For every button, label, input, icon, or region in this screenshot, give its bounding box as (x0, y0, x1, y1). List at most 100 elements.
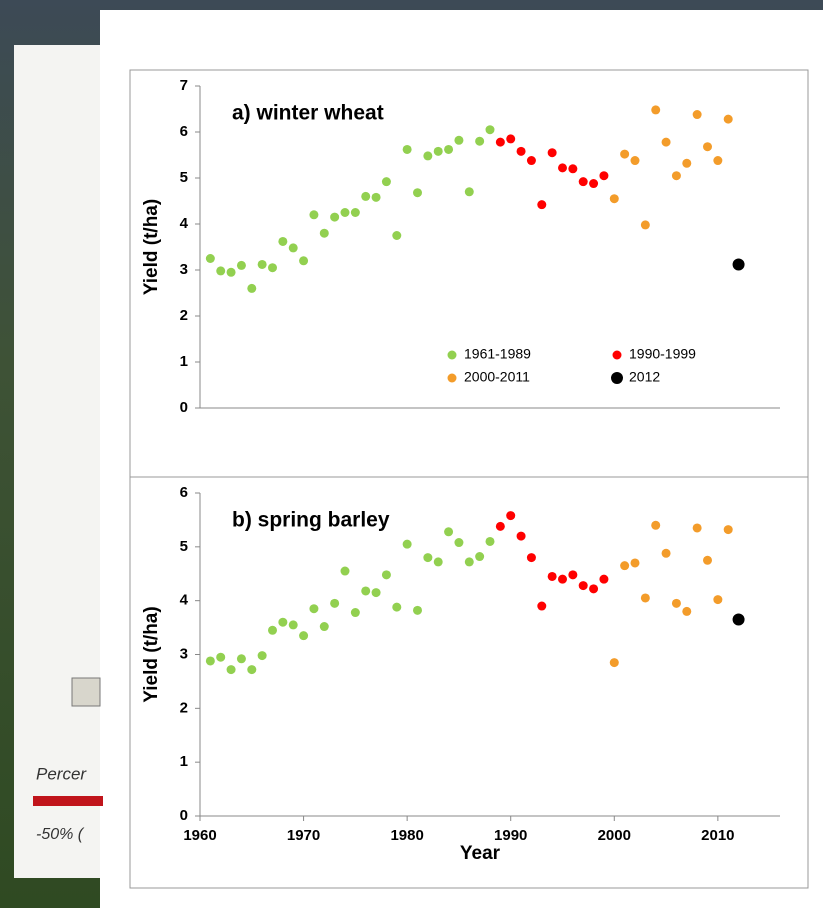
point (288, 620, 298, 630)
point (630, 558, 640, 568)
point (526, 553, 536, 563)
point (620, 149, 630, 159)
x-tick-label: 1980 (390, 827, 423, 844)
point (651, 105, 661, 115)
point (216, 652, 226, 662)
point (350, 208, 360, 217)
point (713, 156, 723, 166)
x-tick-label: 1990 (494, 827, 527, 844)
point (661, 548, 671, 558)
point (268, 263, 277, 273)
point (392, 602, 402, 612)
point (381, 570, 391, 580)
point (413, 605, 422, 615)
y-tick-label: 1 (180, 753, 188, 770)
point (330, 598, 340, 608)
point (309, 210, 319, 220)
y-tick-label: 5 (180, 538, 188, 555)
point (340, 566, 350, 576)
point (278, 617, 288, 627)
point (732, 258, 745, 271)
point (392, 231, 402, 240)
point (599, 574, 609, 584)
legend-label: 1961-1989 (464, 346, 531, 362)
point (371, 588, 381, 598)
point (433, 557, 443, 567)
point (485, 125, 495, 135)
point (433, 146, 443, 156)
point (423, 553, 433, 563)
point (682, 158, 692, 168)
point (692, 523, 702, 533)
point (361, 191, 371, 201)
point (454, 135, 464, 145)
point (703, 142, 712, 152)
point (703, 555, 712, 565)
legend-marker (447, 373, 457, 383)
legend-marker (612, 350, 622, 360)
point (506, 511, 516, 521)
y-tick-label: 7 (180, 77, 188, 94)
point (671, 171, 681, 181)
point (578, 177, 588, 187)
point (723, 525, 733, 535)
chart-frame (129, 69, 809, 889)
point (402, 539, 412, 549)
point (495, 137, 505, 147)
y-tick-label: 2 (180, 699, 188, 716)
point (640, 593, 650, 603)
y-tick-label: 6 (180, 484, 188, 501)
point (661, 137, 671, 147)
point (620, 561, 630, 571)
point (485, 536, 495, 546)
point (651, 520, 661, 530)
point (558, 163, 567, 173)
color-bar (33, 796, 103, 806)
point (319, 228, 329, 238)
panel-text: Percer (36, 764, 87, 783)
point (257, 259, 267, 269)
y-tick-label: 4 (180, 592, 189, 609)
x-tick-label: 1960 (183, 827, 216, 844)
point (257, 651, 267, 661)
chart-title: a) winter wheat (232, 102, 384, 125)
point (537, 601, 547, 611)
point (247, 283, 257, 293)
y-tick-label: 0 (180, 399, 188, 416)
point (330, 212, 340, 222)
point (236, 654, 246, 664)
point (558, 574, 567, 584)
legend-marker (611, 372, 623, 384)
point (506, 134, 516, 144)
x-axis-label: Year (460, 843, 501, 864)
y-axis-label: Yield (t/ha) (141, 199, 162, 295)
point (516, 531, 526, 541)
point (247, 665, 257, 675)
point (464, 187, 474, 197)
point (299, 631, 309, 641)
point (268, 625, 277, 635)
point (609, 658, 619, 668)
legend-label: 1990-1999 (629, 346, 696, 362)
y-tick-label: 4 (180, 215, 189, 232)
point (599, 171, 609, 181)
point (713, 595, 723, 605)
point (589, 584, 599, 594)
point (299, 256, 309, 266)
point (402, 144, 412, 154)
point (682, 606, 692, 616)
point (413, 188, 422, 198)
point (278, 236, 288, 246)
y-tick-label: 3 (180, 645, 188, 662)
point (371, 192, 381, 202)
legend-label: 2000-2011 (464, 369, 530, 385)
point (423, 151, 433, 161)
point (309, 604, 319, 614)
chart-title: b) spring barley (232, 509, 390, 532)
point (495, 521, 505, 531)
point (692, 110, 702, 120)
legend-marker (447, 350, 457, 360)
point (671, 598, 681, 608)
